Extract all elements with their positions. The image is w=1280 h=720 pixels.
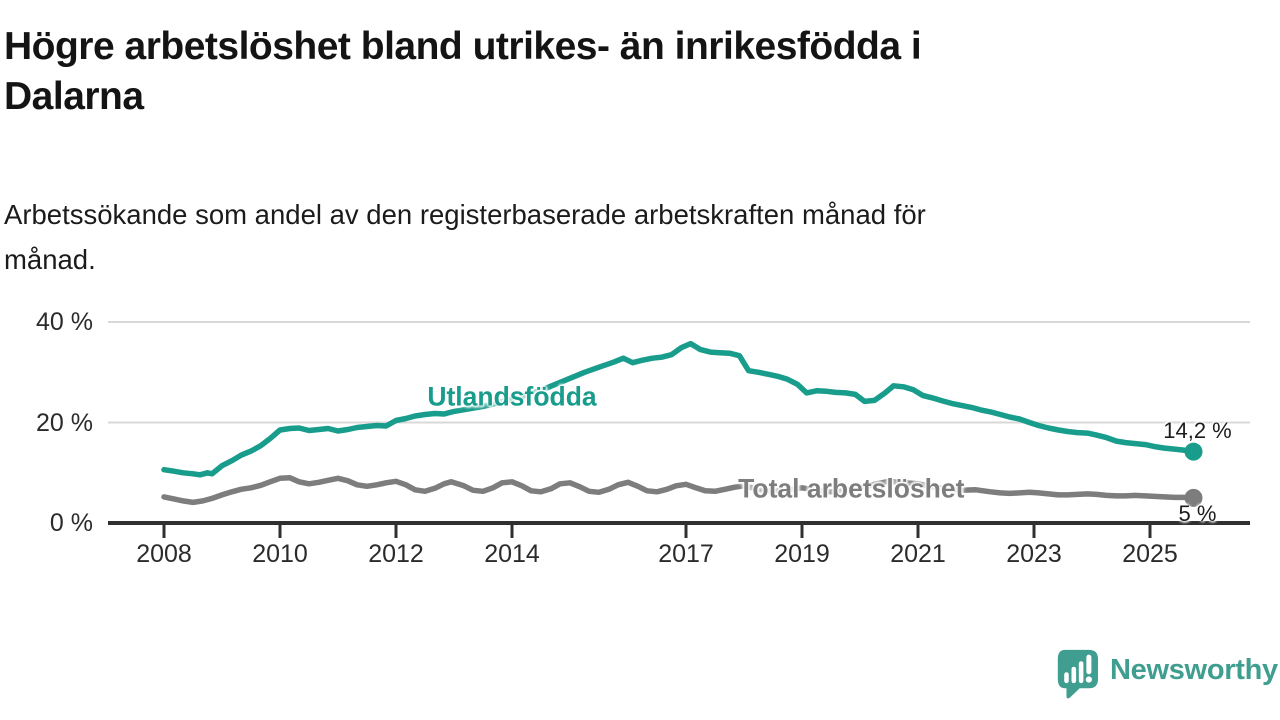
page-title-line-2: Dalarna	[4, 75, 144, 118]
newsworthy-logo-text: Newsworthy	[1110, 654, 1278, 686]
series-line-utlandsfodda	[161, 340, 1197, 478]
page-title-line-1: Högre arbetslöshet bland utrikes- än inr…	[4, 25, 922, 68]
newsworthy-logo-icon	[1057, 649, 1099, 699]
page-title: Högre arbetslöshet bland utrikes- än inr…	[4, 22, 922, 122]
end-dot-utlandsfodda	[1184, 442, 1203, 461]
end-dot-total	[1184, 488, 1203, 507]
chart-subtitle: Arbetssökande som andel av den registerb…	[4, 192, 926, 282]
chart-subtitle-line-1: Arbetssökande som andel av den registerb…	[4, 199, 926, 230]
series-line-total	[161, 475, 1197, 506]
chart-subtitle-line-2: månad.	[4, 244, 96, 275]
newsworthy-logo[interactable]: Newsworthy	[1054, 648, 1278, 701]
